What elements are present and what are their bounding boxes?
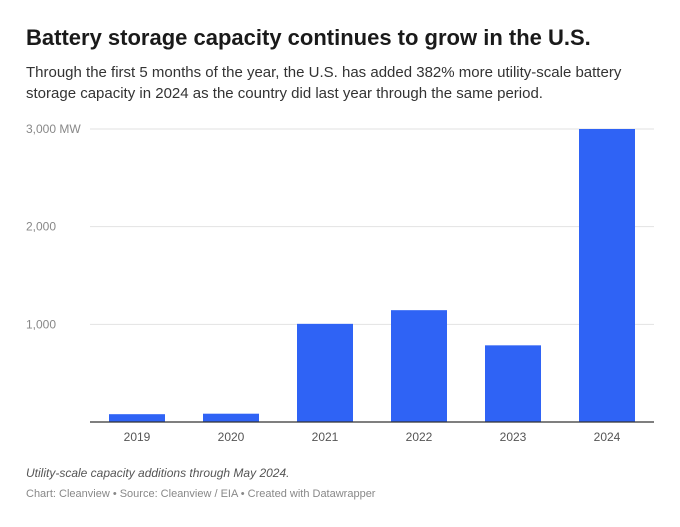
bar-2022 [391, 310, 447, 422]
x-tick-label-2023: 2023 [500, 430, 527, 444]
y-tick-label-1000: 1,000 [26, 317, 56, 331]
x-tick-label-2021: 2021 [312, 430, 339, 444]
chart-note: Utility-scale capacity additions through… [26, 466, 290, 480]
x-tick-label-2022: 2022 [406, 430, 433, 444]
x-tick-label-2020: 2020 [218, 430, 245, 444]
bar-2023 [485, 345, 541, 422]
bar-2024 [579, 129, 635, 422]
x-tick-label-2024: 2024 [594, 430, 621, 444]
bar-2020 [203, 413, 259, 422]
y-tick-label-2000: 2,000 [26, 220, 56, 234]
chart-title: Battery storage capacity continues to gr… [26, 25, 591, 50]
x-tick-label-2019: 2019 [124, 430, 151, 444]
bar-2021 [297, 323, 353, 422]
bar-2019 [109, 414, 165, 422]
chart-subtitle: Through the first 5 months of the year, … [26, 64, 622, 102]
chart-credit: Chart: Cleanview • Source: Cleanview / E… [26, 488, 376, 500]
y-tick-label-3000: 3,000 MW [26, 122, 81, 136]
